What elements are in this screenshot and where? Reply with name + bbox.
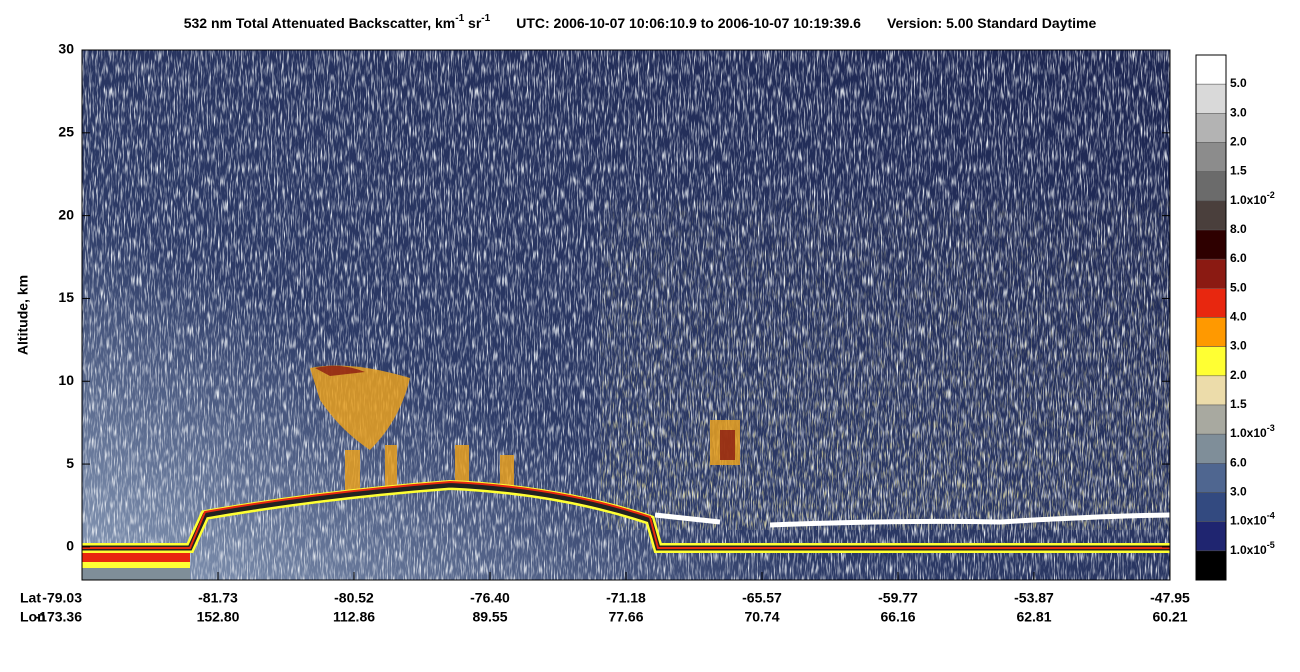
colorbar: 5.03.02.01.51.0x10-28.06.05.04.03.02.01.… — [1195, 54, 1275, 581]
colorbar-swatch — [1195, 288, 1227, 318]
y-tick-label: 30 — [58, 41, 74, 57]
lon-label: 60.21 — [1152, 609, 1187, 625]
colorbar-swatch — [1195, 463, 1227, 493]
row-label: Lon — [20, 609, 46, 625]
lon-label: -173.36 — [35, 609, 83, 625]
lon-label: 112.86 — [333, 609, 375, 625]
colorbar-label-text: 2.0 — [1230, 135, 1247, 149]
y-axis-label: Altitude, km — [15, 275, 31, 355]
colorbar-label: 1.5 — [1230, 164, 1247, 178]
lon-label: 62.81 — [1016, 609, 1051, 625]
colorbar-label: 5.0 — [1230, 281, 1247, 295]
colorbar-label: 6.0 — [1230, 456, 1247, 470]
lat-label: -80.52 — [334, 590, 374, 606]
colorbar-label-exp: -2 — [1267, 190, 1275, 200]
y-tick-label: 15 — [58, 289, 74, 305]
lat-label: -71.18 — [606, 590, 646, 606]
colorbar-label: 3.0 — [1230, 339, 1247, 353]
colorbar-swatch — [1195, 433, 1227, 464]
version: Version: 5.00 Standard Daytime — [887, 15, 1097, 31]
colorbar-label-text: 1.5 — [1230, 397, 1247, 411]
lat-label: -79.03 — [42, 590, 82, 606]
lon-label: 89.55 — [472, 609, 507, 625]
colorbar-label-exp: -4 — [1267, 511, 1275, 521]
colorbar-swatch — [1195, 142, 1227, 172]
colorbar-swatch — [1195, 171, 1227, 202]
colorbar-label-text: 3.0 — [1230, 339, 1247, 353]
colorbar-swatch — [1195, 113, 1227, 143]
colorbar-swatch — [1195, 317, 1227, 347]
colorbar-label: 8.0 — [1230, 222, 1247, 236]
row-label: Lat — [20, 590, 41, 606]
colorbar-label: 3.0 — [1230, 485, 1247, 499]
lon-label: 152.80 — [197, 609, 240, 625]
lat-label: -76.40 — [470, 590, 510, 606]
colorbar-swatch — [1195, 375, 1227, 406]
lon-label: 66.16 — [880, 609, 915, 625]
lat-label: -65.57 — [742, 590, 782, 606]
colorbar-label-text: 1.5 — [1230, 164, 1247, 178]
lon-label: 70.74 — [744, 609, 779, 625]
colorbar-label: 1.0x10-5 — [1230, 540, 1275, 557]
lat-label: -81.73 — [198, 590, 238, 606]
lat-label: -59.77 — [878, 590, 918, 606]
title-part: -1 — [455, 13, 464, 24]
utc: UTC: 2006-10-07 10:06:10.9 to 2006-10-07… — [516, 15, 861, 31]
colorbar-label-text: 6.0 — [1230, 456, 1247, 470]
colorbar-label-text: 1.0x10 — [1230, 426, 1267, 440]
title-part: sr — [464, 15, 482, 31]
y-tick-label: 25 — [58, 124, 74, 140]
y-tick-label: 10 — [58, 372, 74, 388]
colorbar-label-text: 1.0x10 — [1230, 193, 1267, 207]
colorbar-label-text: 2.0 — [1230, 368, 1247, 382]
plot-area — [81, 49, 1171, 581]
lon-label: 77.66 — [608, 609, 643, 625]
lat-label: -53.87 — [1014, 590, 1054, 606]
y-tick-label: 5 — [66, 455, 74, 471]
colorbar-label-text: 5.0 — [1230, 281, 1247, 295]
colorbar-label-text: 1.0x10 — [1230, 543, 1267, 557]
colorbar-label: 1.0x10-2 — [1230, 190, 1275, 207]
title-part: 532 nm Total Attenuated Backscatter, km — [184, 15, 456, 31]
colorbar-label: 1.5 — [1230, 397, 1247, 411]
colorbar-label-text: 5.0 — [1230, 76, 1247, 90]
colorbar-label-text: 4.0 — [1230, 310, 1247, 324]
colorbar-label-exp: -3 — [1267, 424, 1275, 434]
chart-title: 532 nm Total Attenuated Backscatter, km-… — [184, 13, 1097, 31]
colorbar-swatch — [1195, 521, 1227, 552]
colorbar-swatch — [1195, 492, 1227, 522]
colorbar-swatch — [1195, 550, 1227, 581]
colorbar-swatch — [1195, 404, 1227, 435]
colorbar-swatch — [1195, 229, 1227, 260]
colorbar-label-text: 3.0 — [1230, 106, 1247, 120]
colorbar-label: 6.0 — [1230, 251, 1247, 265]
colorbar-label-text: 1.0x10 — [1230, 514, 1267, 528]
colorbar-frame — [1195, 54, 1227, 581]
colorbar-swatch — [1195, 83, 1227, 114]
colorbar-label: 3.0 — [1230, 106, 1247, 120]
lat-label: -47.95 — [1150, 590, 1190, 606]
colorbar-swatch — [1195, 346, 1227, 377]
colorbar-label: 2.0 — [1230, 135, 1247, 149]
colorbar-label: 4.0 — [1230, 310, 1247, 324]
colorbar-label: 1.0x10-4 — [1230, 511, 1275, 528]
colorbar-label-text: 3.0 — [1230, 485, 1247, 499]
y-tick-label: 0 — [66, 538, 74, 554]
colorbar-swatch — [1195, 54, 1227, 85]
colorbar-label: 5.0 — [1230, 76, 1247, 90]
colorbar-label: 1.0x10-3 — [1230, 424, 1275, 441]
colorbar-label-text: 6.0 — [1230, 251, 1247, 265]
colorbar-swatch — [1195, 258, 1227, 289]
y-tick-label: 20 — [58, 206, 74, 222]
colorbar-label: 2.0 — [1230, 368, 1247, 382]
colorbar-label-exp: -5 — [1267, 540, 1275, 550]
title-part: -1 — [481, 13, 490, 24]
colorbar-label-text: 8.0 — [1230, 222, 1247, 236]
colorbar-swatch — [1195, 200, 1227, 231]
